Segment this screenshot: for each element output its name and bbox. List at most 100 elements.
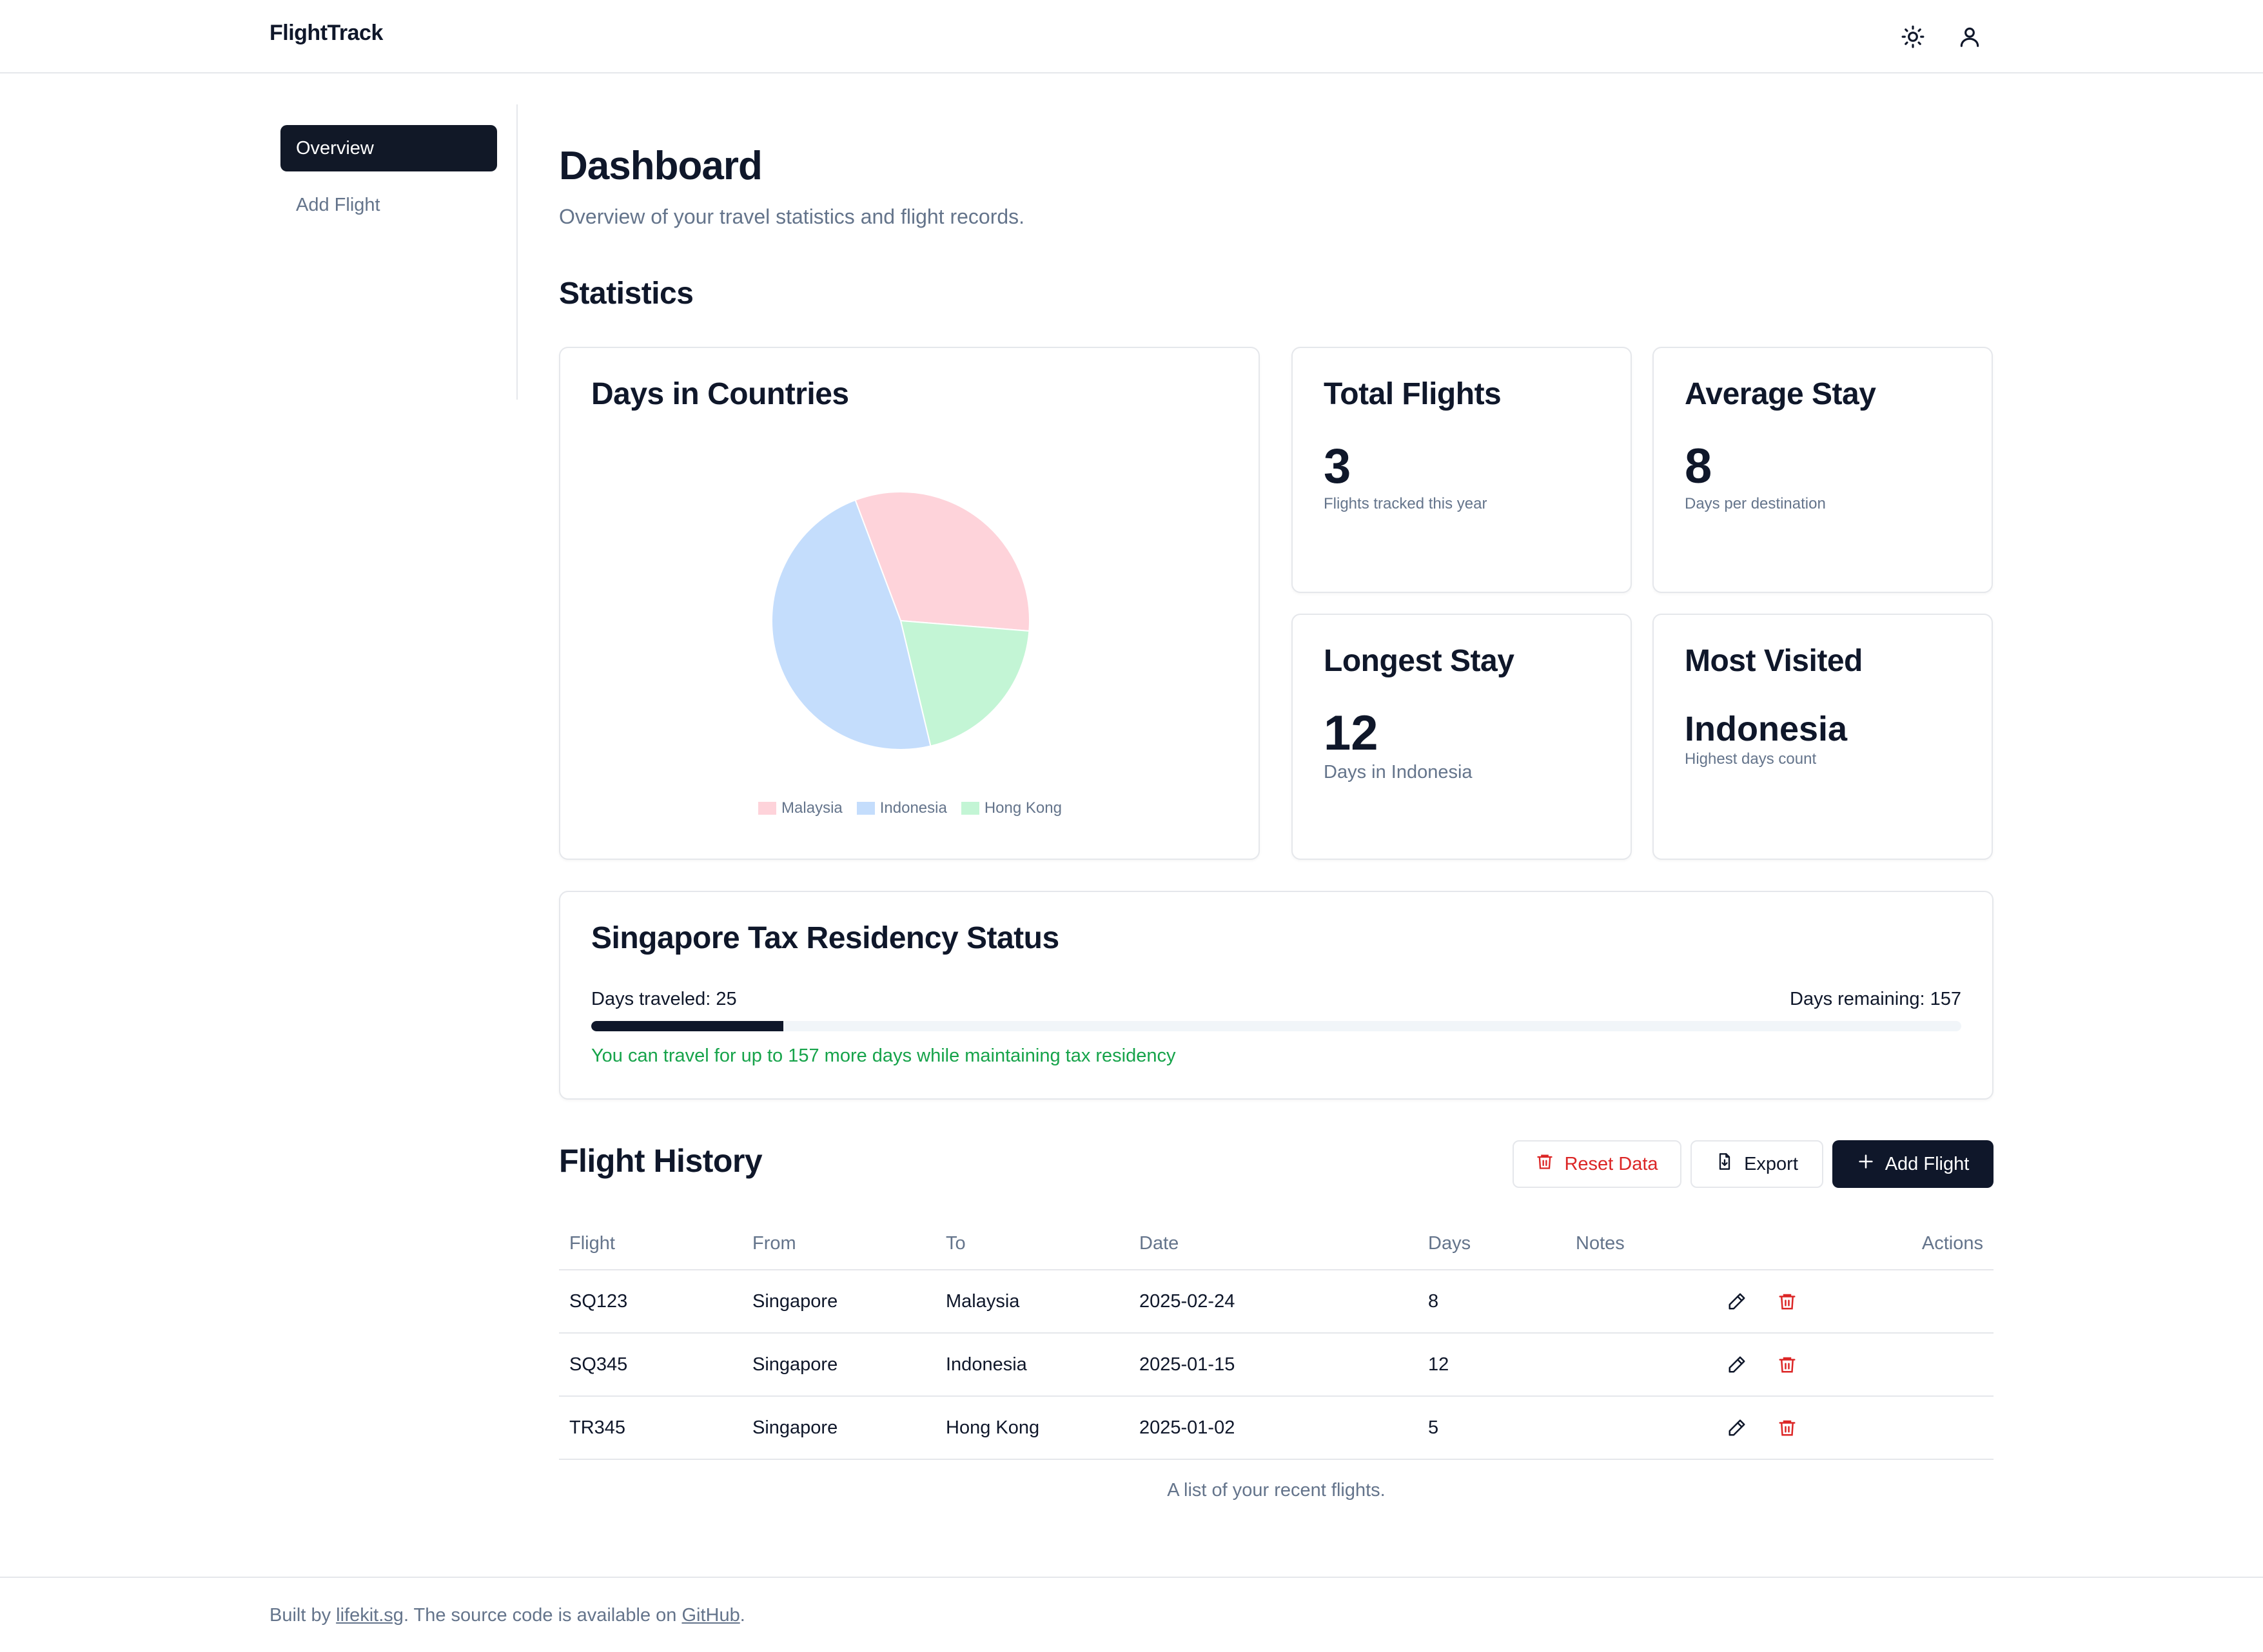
column-header-flight: Flight [559,1218,742,1270]
pie-slice-malaysia[interactable] [854,491,1030,632]
export-label: Export [1744,1153,1798,1174]
cell-flight: SQ345 [559,1333,742,1397]
pie-legend: Malaysia Indonesia Hong Kong [560,799,1260,817]
cell-days: 12 [1418,1333,1565,1397]
app-brand[interactable]: FlightTrack [269,21,383,45]
user-icon[interactable] [1952,19,1987,54]
edit-pencil-icon[interactable] [1724,1288,1750,1314]
tax-residency-card: Singapore Tax Residency Status Days trav… [559,891,1994,1100]
file-download-icon [1716,1152,1734,1176]
add-flight-button[interactable]: Add Flight [1832,1140,1994,1188]
days-in-countries-title: Days in Countries [591,377,849,411]
most-visited-note: Highest days count [1685,750,1817,768]
delete-trash-icon[interactable] [1774,1288,1800,1314]
most-visited-value: Indonesia [1685,710,1848,748]
legend-item-malaysia: Malaysia [758,799,843,817]
table-header-row: Flight From To Date Days Notes Actions [559,1218,1994,1270]
pie-slice-indonesia[interactable] [771,499,932,750]
legend-label: Hong Kong [984,799,1062,817]
page-subtitle: Overview of your travel statistics and f… [559,205,1025,228]
legend-swatch [961,802,979,815]
sidebar-item-add-flight[interactable]: Add Flight [296,194,380,215]
cell-from: Singapore [742,1270,936,1334]
longest-stay-card: Longest Stay 12 Days in Indonesia [1291,614,1632,860]
delete-trash-icon[interactable] [1774,1352,1800,1377]
cell-actions [1714,1333,1994,1397]
cell-actions [1714,1270,1994,1334]
tax-progress-fill [591,1021,783,1031]
cell-date: 2025-01-02 [1129,1396,1418,1460]
legend-swatch [856,802,875,815]
table-row: TR345 Singapore Hong Kong 2025-01-02 5 [559,1396,1994,1460]
longest-stay-note: Days in Indonesia [1324,762,1473,782]
footer-prefix: Built by [269,1605,337,1626]
cell-date: 2025-01-15 [1129,1333,1418,1397]
reset-data-button[interactable]: Reset Data [1513,1140,1681,1188]
github-link[interactable]: GitHub [681,1605,740,1626]
cell-from: Singapore [742,1333,936,1397]
average-stay-card: Average Stay 8 Days per destination [1652,347,1993,593]
total-flights-note: Flights tracked this year [1324,495,1487,512]
add-flight-label: Add Flight [1885,1153,1970,1174]
column-header-actions: Actions [1714,1218,1994,1270]
table-caption: A list of your recent flights. [1167,1480,1386,1501]
sun-icon[interactable] [1896,19,1930,54]
delete-trash-icon[interactable] [1774,1415,1800,1441]
tax-status-message: You can travel for up to 157 more days w… [591,1045,1176,1066]
cell-to: Indonesia [936,1333,1129,1397]
cell-to: Malaysia [936,1270,1129,1334]
column-header-date: Date [1129,1218,1418,1270]
top-bar: FlightTrack [0,0,2263,73]
pie-slice-hong-kong[interactable] [899,619,1030,747]
page-title: Dashboard [559,144,763,188]
cell-days: 5 [1418,1396,1565,1460]
most-visited-title: Most Visited [1685,644,1863,678]
most-visited-card: Most Visited Indonesia Highest days coun… [1652,614,1993,860]
table-row: SQ123 Singapore Malaysia 2025-02-24 8 [559,1270,1994,1334]
export-button[interactable]: Export [1690,1140,1823,1188]
sidebar: Overview Add Flight [269,104,518,400]
legend-swatch [758,802,777,815]
cell-date: 2025-02-24 [1129,1270,1418,1334]
total-flights-value: 3 [1324,439,1351,494]
cell-days: 8 [1418,1270,1565,1334]
total-flights-title: Total Flights [1324,377,1502,411]
countries-pie-chart [771,491,1030,750]
plus-icon [1857,1152,1875,1176]
cell-flight: TR345 [559,1396,742,1460]
statistics-heading: Statistics [559,277,694,311]
longest-stay-value: 12 [1324,706,1378,761]
cell-to: Hong Kong [936,1396,1129,1460]
legend-item-indonesia: Indonesia [856,799,947,817]
edit-pencil-icon[interactable] [1724,1415,1750,1441]
days-in-countries-card: Days in Countries Malaysia Indonesia Hon… [559,347,1260,860]
edit-pencil-icon[interactable] [1724,1352,1750,1377]
cell-notes [1565,1270,1714,1334]
cell-notes [1565,1333,1714,1397]
flight-history-title: Flight History [559,1143,763,1179]
lifekit-link[interactable]: lifekit.sg [336,1605,404,1626]
cell-notes [1565,1396,1714,1460]
average-stay-value: 8 [1685,439,1712,494]
longest-stay-title: Longest Stay [1324,644,1514,678]
total-flights-card: Total Flights 3 Flights tracked this yea… [1291,347,1632,593]
column-header-notes: Notes [1565,1218,1714,1270]
days-remaining-label: Days remaining: 157 [1790,989,1961,1009]
cell-flight: SQ123 [559,1270,742,1334]
footer: Built by lifekit.sg. The source code is … [0,1577,2263,1652]
footer-text: Built by lifekit.sg. The source code is … [269,1605,745,1626]
average-stay-note: Days per destination [1685,495,1826,512]
cell-actions [1714,1396,1994,1460]
tax-residency-title: Singapore Tax Residency Status [591,921,1059,955]
sidebar-item-overview[interactable]: Overview [280,125,497,171]
column-header-from: From [742,1218,936,1270]
average-stay-title: Average Stay [1685,377,1876,411]
tax-days-row: Days traveled: 25 Days remaining: 157 [591,989,1961,1010]
legend-label: Malaysia [781,799,843,817]
legend-item-hong-kong: Hong Kong [961,799,1062,817]
legend-label: Indonesia [879,799,947,817]
table-row: SQ345 Singapore Indonesia 2025-01-15 12 [559,1333,1994,1397]
footer-suffix: . [740,1605,745,1626]
flight-history-table: Flight From To Date Days Notes Actions S… [559,1218,1994,1460]
trash-icon [1536,1152,1554,1176]
